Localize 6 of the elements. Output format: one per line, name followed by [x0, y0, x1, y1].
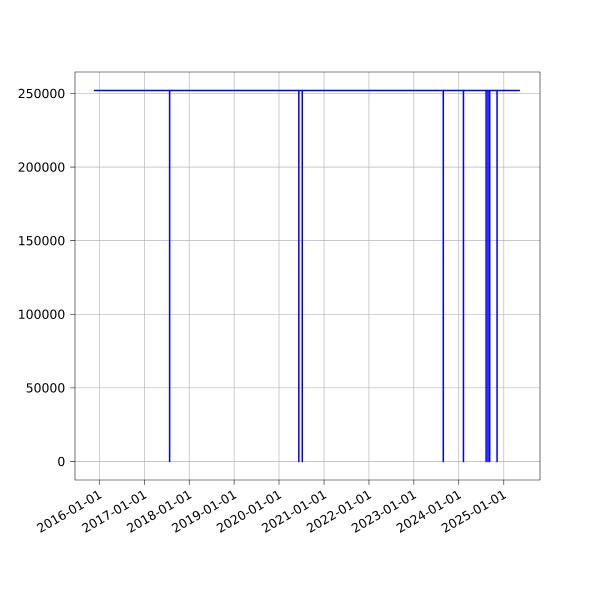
y-tick-label: 250000 [18, 88, 64, 98]
y-tick-label: 200000 [18, 162, 64, 172]
y-tick-label: 100000 [19, 310, 64, 319]
y-tick-label: 150000 [19, 236, 64, 246]
y-tick-label: 50000 [26, 383, 64, 393]
y-tick-label: 0 [58, 456, 64, 466]
